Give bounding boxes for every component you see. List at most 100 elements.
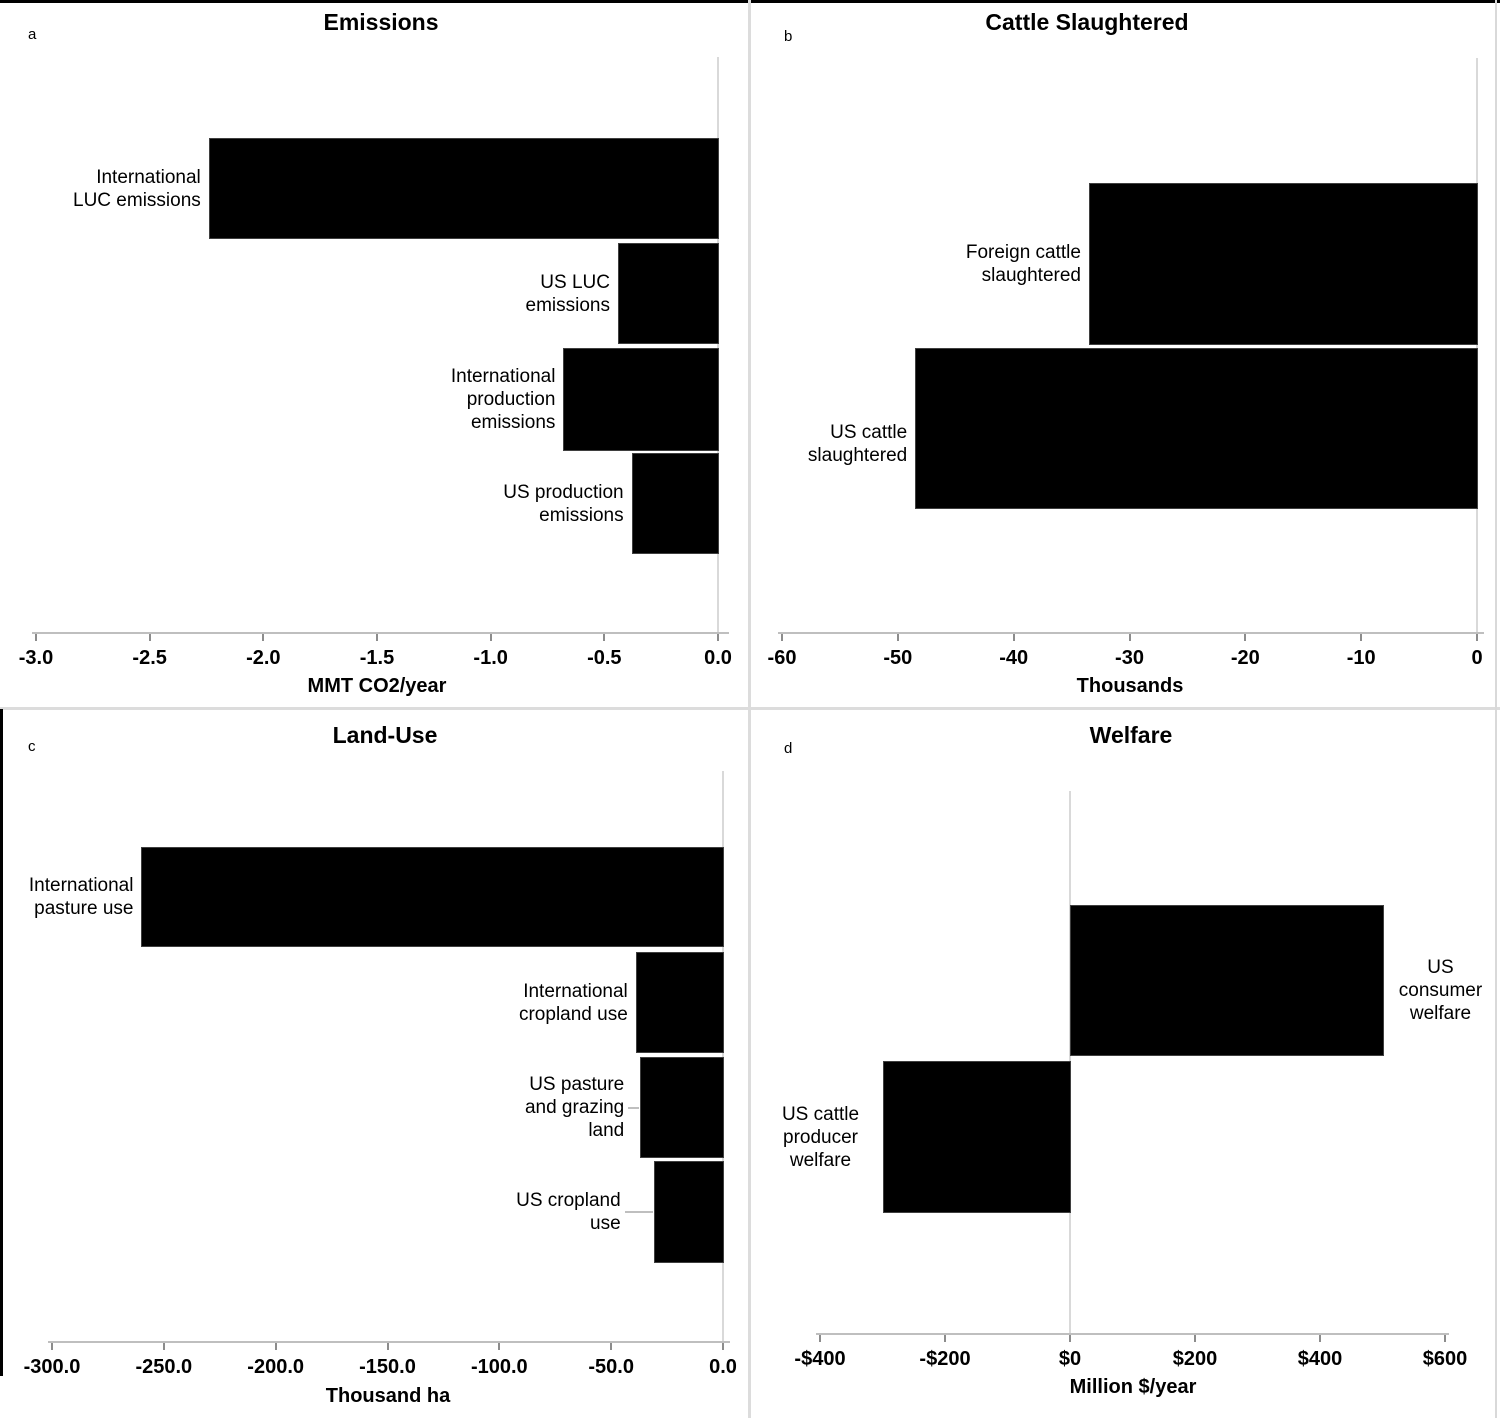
bar-foreign-cattle-slaughtered — [1088, 183, 1478, 345]
x-tick-label: -$400 — [794, 1348, 846, 1370]
x-tick-label: -100.0 — [470, 1356, 528, 1378]
x-tick-label: -50.0 — [588, 1356, 634, 1378]
label-international-cropland-use: International cropland use — [518, 980, 628, 1025]
x-tick — [1244, 634, 1247, 641]
x-tick — [717, 634, 719, 641]
label-us-cattle-slaughtered: US cattle slaughtered — [807, 421, 908, 466]
x-axis-title-welfare: Million $/year — [1069, 1376, 1197, 1398]
chart-title-land-use: Land-Use — [332, 722, 438, 748]
x-axis-line — [778, 632, 1484, 634]
x-tick — [498, 1343, 501, 1350]
x-tick — [148, 634, 151, 641]
x-tick — [1360, 634, 1363, 641]
x-tick — [781, 634, 783, 641]
x-tick-label: 0 — [1471, 647, 1483, 669]
x-tick — [896, 634, 899, 641]
bar-us-production-emissions — [631, 453, 719, 554]
panel-letter-d: d — [784, 740, 793, 757]
x-tick-label: -20 — [1230, 647, 1260, 669]
left-border-segment — [0, 709, 3, 1376]
label-international-production-emissions: International production emissions — [450, 366, 556, 433]
x-tick — [274, 1343, 277, 1350]
x-tick-label: -2.5 — [132, 647, 167, 669]
x-tick-label: -30 — [1115, 647, 1144, 669]
x-axis-title-emissions: MMT CO2/year — [307, 675, 447, 697]
panel-letter-c: c — [28, 738, 36, 755]
label-us-cattle-producer-welfare: US cattle producer welfare — [781, 1103, 860, 1171]
x-tick-label: -2.0 — [246, 647, 281, 669]
x-tick-label: -1.0 — [473, 647, 508, 669]
chart-title-emissions: Emissions — [323, 9, 439, 35]
x-tick-label: -150.0 — [359, 1356, 416, 1378]
chart-title-welfare: Welfare — [1089, 722, 1173, 748]
panel-letter-a: a — [28, 26, 37, 43]
bar-us-cattle-producer-welfare — [882, 1061, 1071, 1213]
x-axis-line — [32, 632, 729, 634]
label-us-production-emissions: US production emissions — [503, 481, 624, 526]
x-tick-label: $600 — [1422, 1348, 1468, 1370]
panel-welfare: d Welfare Million $/year US consumer welfa… — [750, 709, 1500, 1418]
leader-line — [624, 1211, 653, 1213]
x-tick — [1128, 634, 1131, 641]
x-tick-label: -40 — [999, 647, 1029, 669]
x-tick — [944, 1335, 946, 1342]
x-tick-label: -$200 — [919, 1348, 971, 1370]
x-tick-label: -250.0 — [135, 1356, 193, 1378]
right-border — [1495, 0, 1497, 1418]
bar-international-cropland-use — [635, 952, 724, 1053]
panel-divider-horizontal — [0, 707, 1500, 710]
x-tick-label: $0 — [1058, 1348, 1082, 1370]
label-us-pasture-and-grazing-land: US pasture and grazing land — [524, 1074, 625, 1141]
x-axis-line — [816, 1333, 1449, 1335]
category-axis-line — [722, 771, 724, 1341]
x-tick-label: -10 — [1346, 647, 1376, 669]
x-tick-label: $400 — [1297, 1348, 1343, 1370]
x-tick — [1444, 1335, 1446, 1342]
x-tick — [722, 1343, 724, 1350]
x-tick — [376, 634, 378, 641]
bar-us-cropland-use — [653, 1161, 724, 1263]
x-tick-label: -3.0 — [18, 647, 54, 669]
x-tick — [610, 1343, 613, 1350]
x-axis-title-cattle-slaughtered: Thousands — [1076, 675, 1184, 697]
x-tick — [1194, 1335, 1196, 1342]
label-international-luc-emissions: International LUC emissions — [73, 166, 201, 211]
x-tick — [386, 1343, 389, 1350]
label-foreign-cattle-slaughtered: Foreign cattle slaughtered — [965, 242, 1081, 286]
bar-international-production-emissions — [563, 348, 719, 451]
x-tick — [819, 1335, 821, 1342]
x-axis-line — [48, 1341, 730, 1343]
x-tick — [162, 1343, 165, 1350]
x-tick — [1012, 634, 1015, 641]
panel-emissions: a Emissions MMT CO2/year International LU… — [0, 0, 750, 709]
label-international-pasture-use: International pasture use — [28, 875, 134, 919]
bar-us-luc-emissions — [617, 243, 719, 344]
panel-letter-b: b — [784, 28, 793, 45]
category-axis-line — [717, 57, 719, 632]
x-tick-label: -1.5 — [359, 647, 395, 669]
bar-us-pasture-and-grazing-land — [640, 1057, 724, 1158]
x-tick-label: 0.0 — [709, 1356, 737, 1378]
x-tick — [35, 634, 37, 641]
label-us-cropland-use: US cropland use — [516, 1190, 621, 1234]
x-tick-label: -0.5 — [587, 647, 622, 669]
x-tick — [603, 634, 606, 641]
x-tick — [1069, 1335, 1071, 1342]
bar-international-luc-emissions — [208, 138, 719, 239]
panel-cattle-slaughtered: b Cattle Slaughtered Thousands Foreign c… — [750, 0, 1500, 709]
x-tick — [489, 634, 492, 641]
panel-land-use: c Land-Use Thousand ha International past… — [0, 709, 750, 1418]
leader-line — [628, 1106, 640, 1109]
x-tick — [1319, 1335, 1321, 1342]
x-tick-label: $200 — [1172, 1348, 1218, 1370]
bar-international-pasture-use — [141, 847, 724, 947]
x-axis-title-land-use: Thousand ha — [325, 1385, 451, 1407]
label-us-luc-emissions: US LUC emissions — [525, 271, 610, 316]
x-tick — [262, 634, 265, 641]
category-axis-line — [1476, 58, 1478, 632]
x-tick — [51, 1343, 53, 1350]
x-tick — [1476, 634, 1478, 641]
bar-us-cattle-slaughtered — [915, 348, 1478, 509]
x-tick-label: -50 — [883, 647, 913, 669]
x-tick-label: -60 — [767, 647, 797, 669]
